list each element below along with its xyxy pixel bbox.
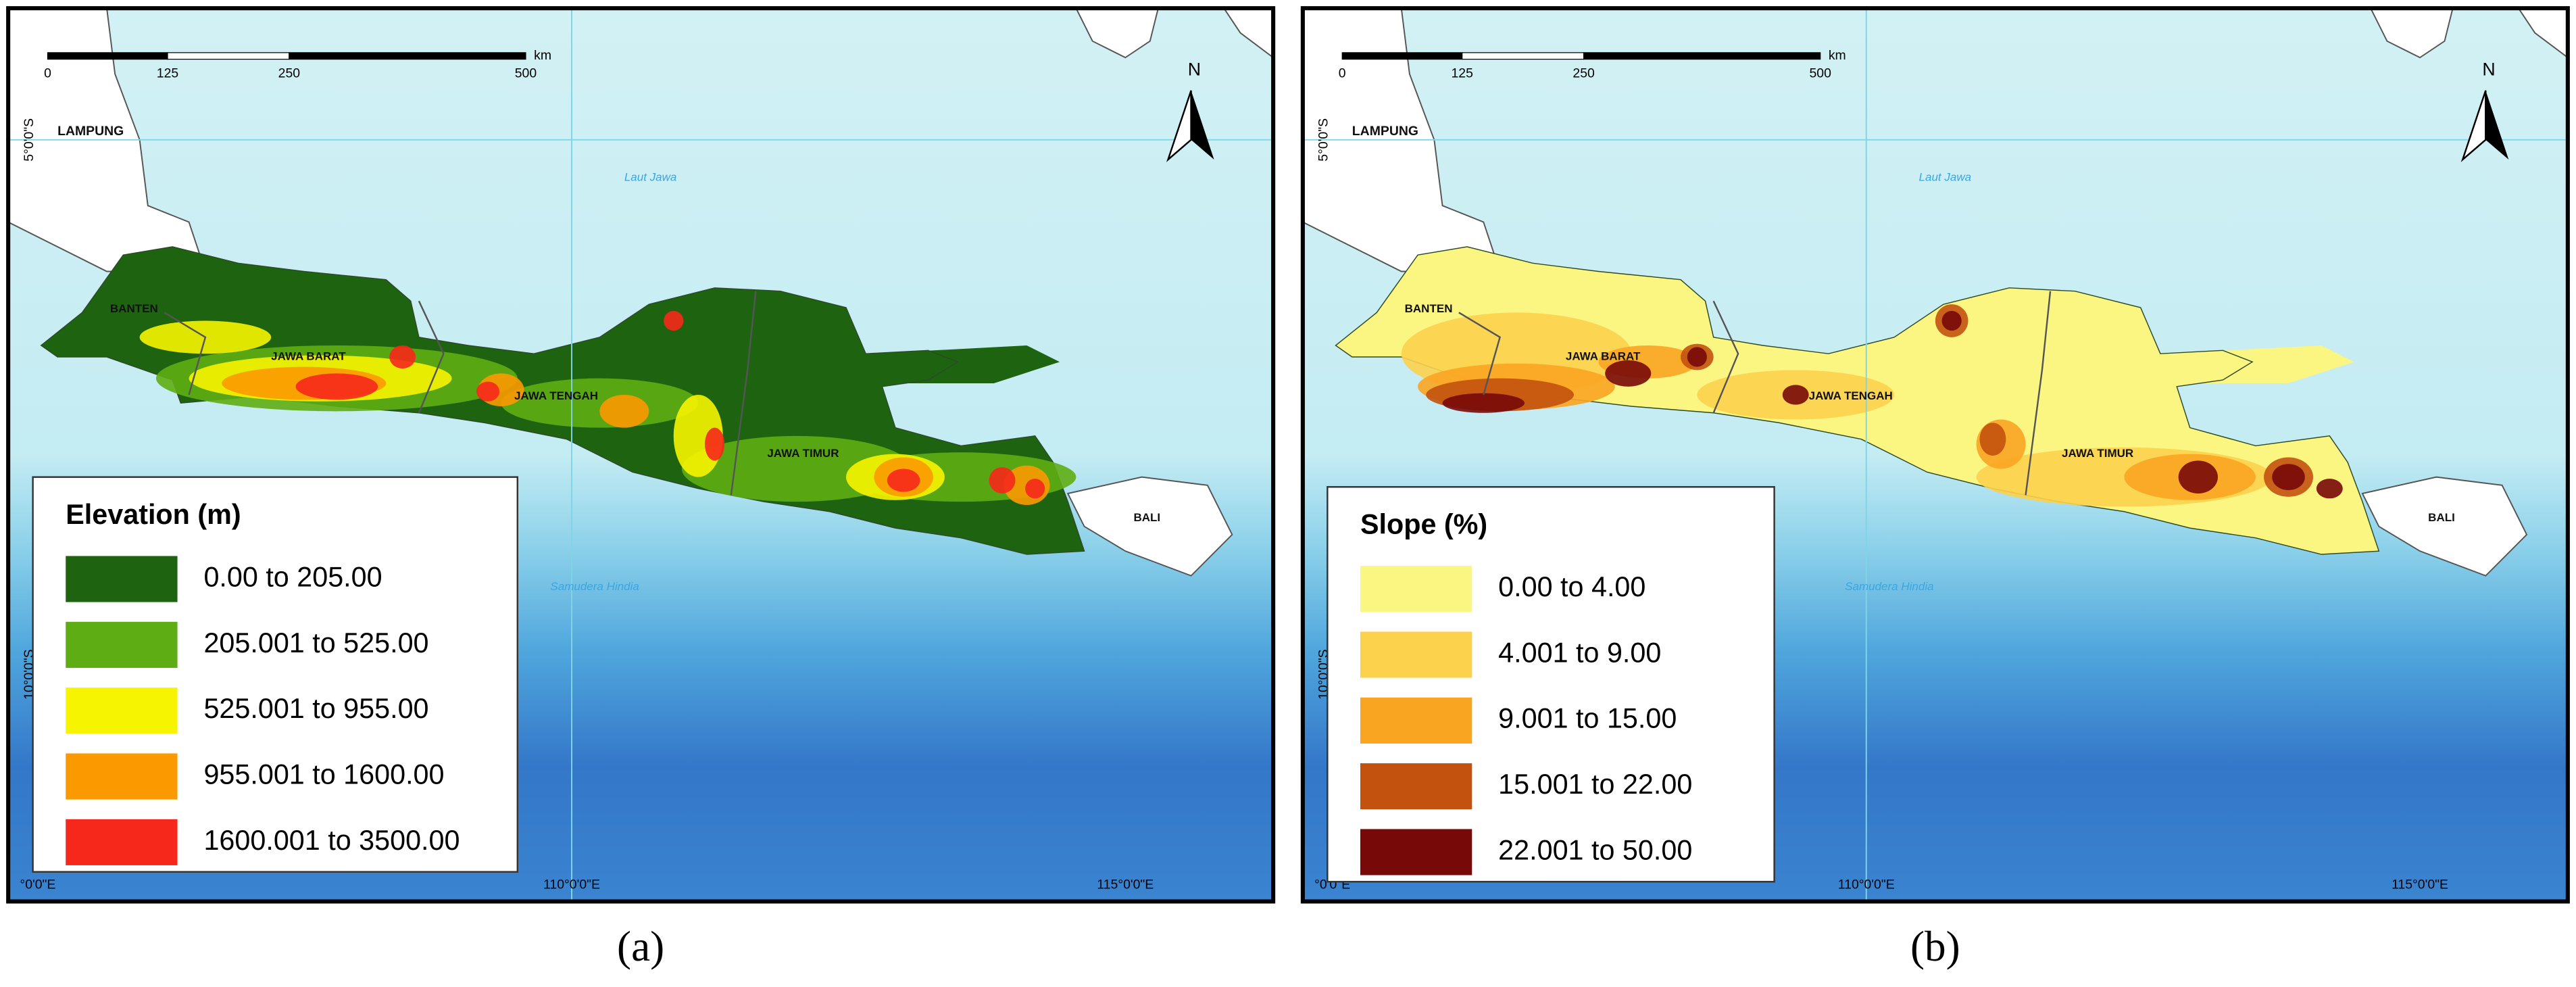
terrain-patch	[1687, 347, 1707, 367]
place-label: BANTEN	[1405, 302, 1453, 315]
place-label: JAWA TENGAH	[514, 389, 598, 402]
scale-segment	[1462, 52, 1585, 60]
province-border	[164, 291, 757, 496]
terrain-patch	[476, 381, 500, 402]
terrain-patch	[1979, 423, 2006, 456]
map-frame	[1300, 6, 2570, 904]
legend-swatch	[1360, 697, 1472, 744]
terrain-patch	[1941, 310, 1962, 331]
legend-label: 1600.001 to 3500.00	[203, 825, 460, 856]
terrain-patch	[1025, 479, 1045, 499]
scale-unit: km	[1829, 48, 1846, 63]
place-label: Laut Jawa	[1919, 170, 1972, 183]
legend-swatch	[66, 819, 178, 865]
legend-swatch	[1360, 763, 1472, 810]
scale-label: 250	[278, 66, 301, 81]
place-label: LAMPUNG	[1352, 124, 1418, 139]
scale-label: 500	[1809, 66, 1831, 81]
legend-swatch	[66, 688, 178, 734]
place-label: Samudera Hindia	[550, 580, 639, 593]
terrain-patch	[1605, 360, 1652, 387]
terrain-patch	[704, 427, 725, 461]
legend-title: Slope (%)	[1360, 509, 1487, 540]
legend-label: 525.001 to 955.00	[203, 693, 428, 724]
terrain-patch	[1782, 385, 1809, 405]
scale-label: 125	[157, 66, 178, 81]
place-label: JAWA TIMUR	[767, 447, 839, 460]
place-label: BALI	[2428, 511, 2455, 524]
legend-swatch	[1360, 829, 1472, 875]
legend-box	[1327, 486, 1775, 883]
legend-swatch	[66, 621, 178, 668]
place-label: JAWA TENGAH	[1809, 389, 1893, 402]
legend-label: 0.00 to 205.00	[203, 561, 382, 592]
legend-label: 15.001 to 22.00	[1498, 769, 1692, 800]
legend-label: 205.001 to 525.00	[203, 627, 428, 658]
terrain-patch	[2178, 460, 2219, 494]
terrain-patch	[664, 310, 684, 331]
longitude-label: °0'0"E	[20, 877, 55, 892]
legend-swatch	[66, 556, 178, 602]
terrain-patch	[989, 467, 1016, 494]
terrain-patch	[2316, 479, 2343, 499]
north-label: N	[2482, 59, 2495, 80]
scale-label: 125	[1451, 66, 1472, 81]
scale-unit: km	[534, 48, 551, 63]
legend-label: 22.001 to 50.00	[1498, 834, 1692, 865]
north-arrow	[1166, 90, 1192, 162]
legend-label: 9.001 to 15.00	[1498, 703, 1677, 734]
province-border	[1458, 291, 2052, 496]
terrain-patch	[389, 345, 416, 369]
terrain-patch	[599, 395, 649, 428]
north-arrow	[1191, 90, 1214, 160]
latitude-label: 5°0'0"S	[22, 118, 36, 162]
terrain-patch	[501, 378, 699, 428]
scale-segment	[1583, 52, 1821, 60]
scale-label: 250	[1572, 66, 1595, 81]
scale-label: 500	[515, 66, 537, 81]
longitude-label: 115°0'0"E	[2392, 877, 2448, 892]
terrain-patch	[295, 373, 378, 400]
longitude-label: 110°0'0"E	[1838, 877, 1895, 892]
longitude-label: 115°0'0"E	[1097, 877, 1154, 892]
legend-swatch	[66, 753, 178, 800]
terrain-patch	[1442, 393, 1525, 413]
panel-caption: (b)	[1910, 923, 1960, 970]
place-label: JAWA TIMUR	[2062, 447, 2133, 460]
scale-segment	[47, 52, 168, 60]
longitude-label: 110°0'0"E	[543, 877, 600, 892]
place-label: BANTEN	[110, 302, 158, 315]
place-label: JAWA BARAT	[1566, 350, 1641, 363]
map-frame	[6, 6, 1276, 904]
terrain-patch	[2272, 464, 2305, 491]
bali	[1066, 476, 1233, 577]
place-label: BALI	[1133, 511, 1160, 524]
north-arrow	[2460, 90, 2487, 162]
legend-box	[32, 476, 519, 873]
legend-label: 955.001 to 1600.00	[203, 759, 444, 790]
legend-swatch	[1360, 566, 1472, 612]
scale-segment	[167, 52, 290, 60]
terrain-patch	[887, 468, 920, 492]
place-label: Samudera Hindia	[1845, 580, 1933, 593]
scale-segment	[289, 52, 526, 60]
scale-label: 0	[1339, 66, 1346, 81]
latitude-label: 5°0'0"S	[1316, 118, 1331, 162]
scale-label: 0	[44, 66, 51, 81]
panel-caption: (a)	[617, 923, 664, 970]
legend-swatch	[1360, 631, 1472, 678]
place-label: Laut Jawa	[624, 170, 677, 183]
legend-title: Elevation (m)	[66, 499, 241, 530]
scale-segment	[1341, 52, 1463, 60]
place-label: LAMPUNG	[57, 124, 124, 139]
legend-label: 0.00 to 4.00	[1498, 571, 1645, 602]
legend-label: 4.001 to 9.00	[1498, 637, 1661, 668]
place-label: JAWA BARAT	[271, 350, 346, 363]
bali	[2361, 476, 2528, 577]
north-label: N	[1188, 59, 1201, 80]
